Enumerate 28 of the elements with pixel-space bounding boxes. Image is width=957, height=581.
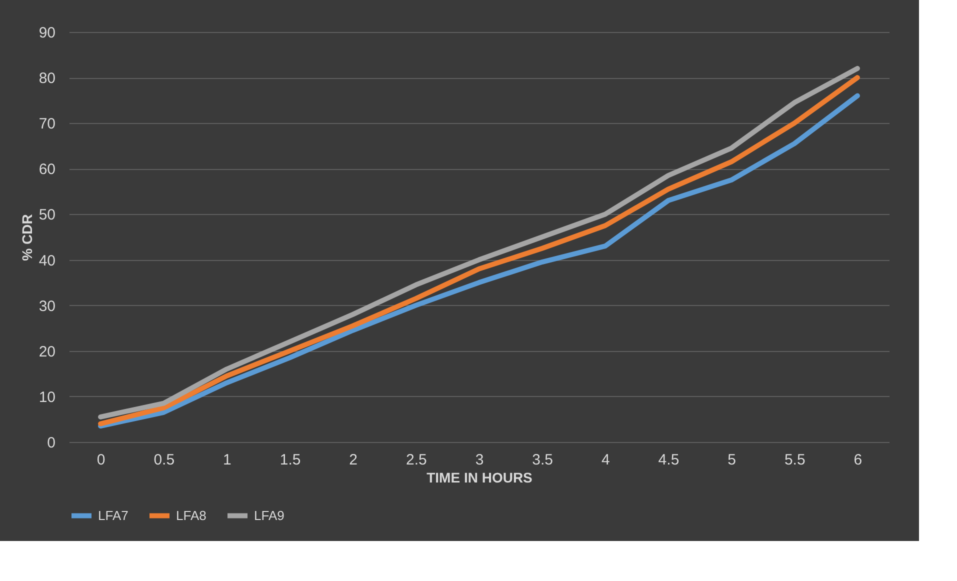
y-tick-label: 0 <box>47 434 56 452</box>
y-tick-label: 90 <box>38 24 56 42</box>
y-tick-label: 60 <box>38 161 56 178</box>
x-tick-label: 4.5 <box>658 452 680 468</box>
x-tick-label: 1 <box>223 452 232 468</box>
x-tick-label: 4 <box>601 452 610 468</box>
y-tick-label: 50 <box>38 206 56 224</box>
y-tick-label: 70 <box>38 116 56 133</box>
x-tick-label: 2.5 <box>406 452 427 468</box>
y-axis-title: % CDR <box>18 214 35 261</box>
y-tick-label: 10 <box>38 388 56 406</box>
y-tick-label: 20 <box>38 343 56 360</box>
y-tick-label: 30 <box>38 298 56 315</box>
legend-label: LFA7 <box>98 508 128 523</box>
x-tick-label: 5 <box>728 452 736 468</box>
x-tick-label: 0 <box>96 452 106 468</box>
x-tick-label: 2 <box>349 452 358 468</box>
x-tick-label: 3 <box>475 452 484 468</box>
legend-label: LFA8 <box>176 508 206 523</box>
y-tick-label: 40 <box>38 252 56 270</box>
x-tick-label: 1.5 <box>280 452 301 468</box>
y-tick-label: 80 <box>38 70 56 88</box>
x-tick-label: 0.5 <box>154 452 175 468</box>
x-axis-title: TIME IN HOURS <box>426 470 532 486</box>
x-tick-label: 5.5 <box>784 452 806 468</box>
x-tick-label: 6 <box>854 452 862 468</box>
legend-label: LFA9 <box>254 508 284 523</box>
x-tick-label: 3.5 <box>532 452 554 468</box>
